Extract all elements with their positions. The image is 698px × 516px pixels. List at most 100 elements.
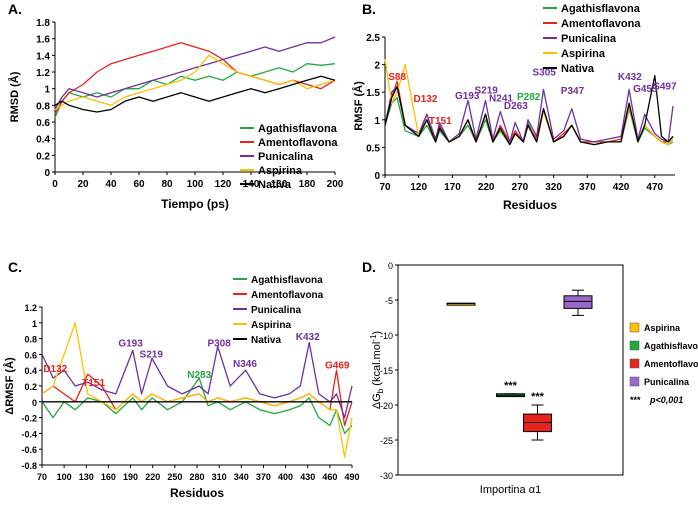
y-tick-label: 1.2 bbox=[24, 303, 37, 313]
legend-swatch bbox=[629, 340, 640, 351]
legend-label: Punicalina bbox=[251, 305, 301, 316]
x-tick-label: 100 bbox=[57, 472, 72, 482]
legend-p-value: p<0,001 bbox=[649, 395, 683, 405]
peak-label: T151 bbox=[429, 116, 452, 127]
y-tick-label: 0.6 bbox=[24, 350, 37, 360]
y-tick-label: 1.2 bbox=[36, 68, 50, 79]
legend-label: Amentoflavona bbox=[251, 290, 324, 301]
peak-label: D132 bbox=[43, 364, 67, 375]
peak-label: N346 bbox=[233, 359, 257, 370]
peak-label: G193 bbox=[118, 339, 143, 350]
x-tick-label: 40 bbox=[105, 179, 117, 190]
peak-label: S219 bbox=[474, 85, 498, 96]
x-tick-label: 100 bbox=[187, 179, 204, 190]
peak-label: P282 bbox=[517, 92, 541, 103]
y-tick-label: 0.4 bbox=[24, 366, 37, 376]
x-tick-label: 70 bbox=[379, 182, 391, 193]
significance-marker: *** bbox=[504, 380, 518, 392]
y-tick-label: 0.2 bbox=[36, 151, 50, 162]
x-tick-label: 120 bbox=[410, 182, 427, 193]
chart-panel-2: B. 0 0.5 1 1.5 2 2.5 70 120 170 220 270 320 370 420 470… bbox=[352, 1, 677, 212]
y-tick-label: 0.2 bbox=[24, 382, 37, 392]
legend-label: Agathisflavona bbox=[644, 341, 698, 351]
legend-swatch bbox=[629, 358, 640, 369]
y-tick-label: 0.8 bbox=[36, 101, 50, 112]
significance-marker: *** bbox=[531, 391, 545, 403]
peak-label: G455 bbox=[633, 84, 658, 95]
x-tick-label: 280 bbox=[189, 472, 204, 482]
x-axis-label: Tiempo (ps) bbox=[161, 197, 229, 211]
x-tick-label: 490 bbox=[344, 472, 359, 482]
chart-panel-3: C. -0.8 -0.6 -0.4 -0.2 0 0.2 0.4 0.6 0.8 1 1.2 70 100… bbox=[3, 259, 360, 500]
legend-label: Amentoflavona bbox=[258, 137, 338, 149]
y-tick-label: 1.5 bbox=[366, 88, 380, 99]
legend-label: Aspirina bbox=[644, 323, 681, 333]
x-tick-label: 370 bbox=[579, 182, 596, 193]
x-tick-label: 400 bbox=[278, 472, 293, 482]
x-axis-label: Residuos bbox=[170, 486, 224, 500]
y-axis-label-part: ) bbox=[371, 331, 383, 335]
y-axis-label-part: (kcal.mol bbox=[371, 342, 383, 386]
legend-sig-marker: *** bbox=[630, 395, 641, 405]
y-tick-label: 0.8 bbox=[24, 335, 37, 345]
legend-swatch bbox=[629, 322, 640, 333]
y-tick-label: -5 bbox=[385, 296, 393, 306]
peak-label: N241 bbox=[489, 94, 513, 105]
legend-label: Punicalina bbox=[561, 33, 617, 45]
y-tick-label: 2 bbox=[374, 61, 380, 72]
x-tick-label: 160 bbox=[101, 472, 116, 482]
legend-label: Nativa bbox=[561, 63, 595, 75]
peak-label: K432 bbox=[618, 72, 642, 83]
y-tick-label: 0 bbox=[388, 261, 393, 271]
y-tick-label: -10 bbox=[380, 331, 393, 341]
x-tick-label: 20 bbox=[77, 179, 89, 190]
series-line-nativa bbox=[384, 74, 674, 146]
y-tick-label: -20 bbox=[380, 401, 393, 411]
peak-label: S219 bbox=[140, 350, 164, 361]
x-tick-label: 130 bbox=[79, 472, 94, 482]
y-tick-label: 0 bbox=[32, 398, 37, 408]
y-axis-label-part: ΔG bbox=[371, 393, 383, 409]
legend-label: Agathisflavona bbox=[258, 123, 338, 135]
x-tick-label: 430 bbox=[300, 472, 315, 482]
y-axis-label-part: b bbox=[376, 388, 385, 393]
y-tick-label: -0.8 bbox=[21, 461, 37, 471]
peak-label: D263 bbox=[504, 101, 528, 112]
y-tick-label: 0.4 bbox=[36, 135, 50, 146]
peak-label: S88 bbox=[388, 72, 406, 83]
x-tick-label: 60 bbox=[133, 179, 145, 190]
x-tick-label: 250 bbox=[167, 472, 182, 482]
y-axis-label: ΔGb (kcal.mol-1) bbox=[369, 331, 385, 409]
legend-label: Agathisflavona bbox=[251, 275, 323, 286]
x-tick-label: 170 bbox=[444, 182, 461, 193]
x-tick-label: 180 bbox=[299, 179, 316, 190]
legend-label: Nativa bbox=[251, 335, 281, 346]
chart-panel-1: A. 0 0.2 0.4 0.6 0.8 1 1.2 1.4 1.6 1.8 0 20 40 60 80 100… bbox=[8, 1, 344, 211]
peak-label: P347 bbox=[561, 86, 585, 97]
y-tick-label: 0.5 bbox=[366, 143, 380, 154]
y-tick-label: -0.4 bbox=[21, 429, 37, 439]
legend-label: Nativa bbox=[258, 179, 292, 191]
legend-label: Punicalina bbox=[258, 151, 314, 163]
x-tick-label: 200 bbox=[327, 179, 344, 190]
x-tick-label: 70 bbox=[37, 472, 47, 482]
legend-swatch bbox=[629, 376, 640, 387]
series-line-punicalina bbox=[41, 341, 353, 419]
peak-label: G469 bbox=[325, 361, 350, 372]
y-tick-label: -25 bbox=[380, 436, 393, 446]
x-axis-label: Residuos bbox=[503, 198, 557, 212]
legend-label: Agathisflavona bbox=[561, 3, 641, 15]
x-axis-label: Importina α1 bbox=[480, 484, 541, 496]
peak-label: N283 bbox=[187, 370, 211, 381]
x-tick-label: 460 bbox=[322, 472, 337, 482]
y-tick-label: 1 bbox=[44, 85, 50, 96]
peak-label: D132 bbox=[414, 94, 438, 105]
panel-label: B. bbox=[362, 1, 376, 17]
x-tick-label: 320 bbox=[545, 182, 562, 193]
y-tick-label: 0 bbox=[374, 171, 380, 182]
peak-label: G193 bbox=[455, 91, 480, 102]
peak-label: T151 bbox=[82, 378, 105, 389]
x-tick-label: 220 bbox=[478, 182, 495, 193]
y-tick-label: -15 bbox=[380, 366, 393, 376]
y-axis-label: RMSD (Å) bbox=[8, 71, 21, 122]
